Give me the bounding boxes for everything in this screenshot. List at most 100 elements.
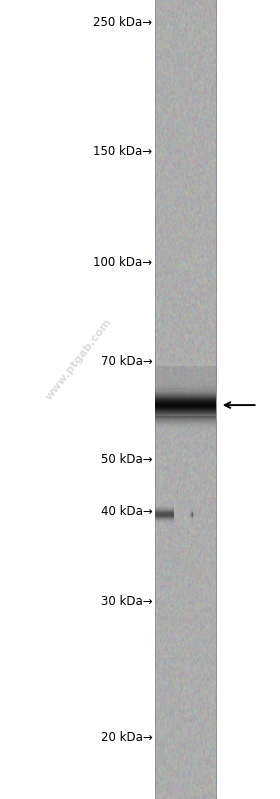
- Bar: [155, 429, 216, 431]
- Bar: [190, 516, 191, 517]
- Bar: [155, 507, 174, 508]
- Bar: [155, 409, 216, 411]
- Bar: [155, 519, 174, 521]
- Bar: [155, 420, 216, 422]
- Bar: [188, 514, 189, 515]
- Bar: [155, 376, 216, 377]
- Bar: [193, 520, 194, 521]
- Bar: [155, 403, 216, 404]
- Bar: [192, 520, 193, 521]
- Text: www.ptgab.com: www.ptgab.com: [43, 317, 113, 402]
- Bar: [155, 519, 174, 520]
- Bar: [155, 408, 216, 409]
- Bar: [192, 516, 193, 517]
- Bar: [189, 512, 190, 513]
- Bar: [155, 515, 174, 516]
- Bar: [190, 511, 191, 512]
- Bar: [155, 424, 216, 426]
- Bar: [155, 427, 216, 429]
- Text: 20 kDa→: 20 kDa→: [101, 731, 153, 744]
- Bar: [191, 516, 192, 517]
- Bar: [155, 373, 216, 375]
- Bar: [192, 512, 193, 513]
- Bar: [190, 507, 191, 508]
- Bar: [190, 512, 191, 513]
- Bar: [155, 390, 216, 392]
- Bar: [155, 511, 174, 513]
- Bar: [155, 377, 216, 379]
- Bar: [190, 509, 191, 510]
- Bar: [155, 412, 216, 413]
- Bar: [155, 372, 216, 373]
- Bar: [155, 381, 216, 383]
- Bar: [192, 509, 193, 510]
- Bar: [155, 403, 216, 405]
- Bar: [155, 416, 216, 418]
- Bar: [155, 524, 174, 526]
- Bar: [191, 508, 192, 509]
- Bar: [155, 525, 174, 527]
- Bar: [194, 516, 195, 517]
- Bar: [194, 519, 195, 520]
- Text: 30 kDa→: 30 kDa→: [101, 595, 153, 608]
- Bar: [194, 520, 195, 521]
- Bar: [189, 512, 190, 513]
- Bar: [155, 518, 174, 519]
- Bar: [155, 432, 216, 434]
- Bar: [190, 520, 191, 521]
- Bar: [155, 520, 174, 522]
- Bar: [192, 507, 193, 508]
- Bar: [192, 520, 193, 521]
- Bar: [190, 509, 191, 510]
- Bar: [193, 519, 194, 520]
- Bar: [188, 516, 189, 517]
- Bar: [193, 508, 194, 509]
- Bar: [155, 384, 216, 385]
- Bar: [155, 396, 216, 397]
- Text: 250 kDa→: 250 kDa→: [94, 16, 153, 29]
- Bar: [190, 516, 191, 517]
- Bar: [188, 512, 189, 513]
- Bar: [189, 516, 190, 517]
- Bar: [155, 405, 216, 407]
- Bar: [155, 406, 216, 407]
- Text: 100 kDa→: 100 kDa→: [94, 256, 153, 268]
- Bar: [194, 512, 195, 513]
- Bar: [194, 509, 195, 510]
- Bar: [191, 509, 192, 510]
- Bar: [193, 514, 194, 515]
- Bar: [155, 501, 174, 503]
- Bar: [155, 402, 216, 403]
- Bar: [190, 519, 191, 520]
- Text: 50 kDa→: 50 kDa→: [101, 453, 153, 466]
- Bar: [155, 395, 216, 396]
- Bar: [155, 512, 174, 514]
- Bar: [155, 413, 216, 415]
- Bar: [155, 503, 174, 504]
- Bar: [190, 508, 191, 509]
- Bar: [155, 0, 156, 799]
- Bar: [193, 514, 194, 515]
- Bar: [190, 520, 191, 521]
- Bar: [191, 512, 192, 513]
- Bar: [194, 511, 195, 512]
- Bar: [193, 516, 194, 517]
- Bar: [193, 507, 194, 508]
- Bar: [155, 507, 174, 509]
- Bar: [192, 514, 193, 515]
- Bar: [192, 509, 193, 510]
- Bar: [155, 428, 216, 430]
- Bar: [155, 401, 216, 402]
- Bar: [189, 519, 190, 520]
- Bar: [189, 509, 190, 510]
- Bar: [193, 509, 194, 510]
- Bar: [155, 511, 174, 512]
- Bar: [190, 521, 191, 522]
- Bar: [155, 415, 216, 416]
- Bar: [155, 423, 216, 424]
- Bar: [155, 391, 216, 392]
- Bar: [155, 421, 216, 423]
- Bar: [155, 521, 174, 523]
- Bar: [155, 392, 216, 393]
- Bar: [155, 414, 216, 415]
